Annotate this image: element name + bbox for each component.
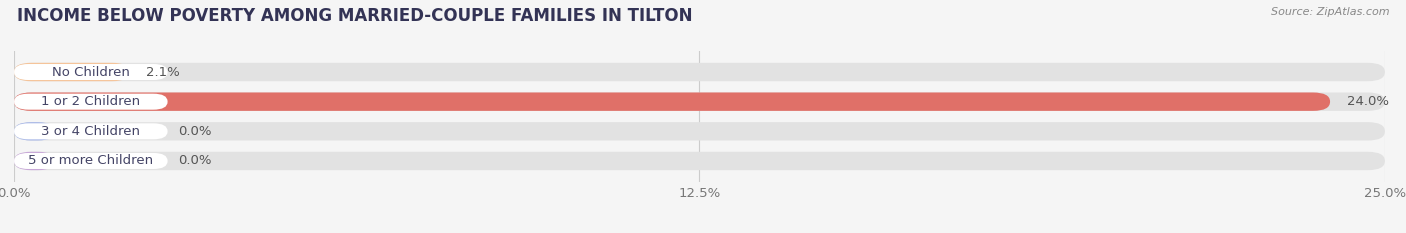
FancyBboxPatch shape bbox=[14, 93, 1330, 111]
Text: Source: ZipAtlas.com: Source: ZipAtlas.com bbox=[1271, 7, 1389, 17]
FancyBboxPatch shape bbox=[14, 153, 167, 169]
FancyBboxPatch shape bbox=[14, 64, 167, 80]
Text: INCOME BELOW POVERTY AMONG MARRIED-COUPLE FAMILIES IN TILTON: INCOME BELOW POVERTY AMONG MARRIED-COUPL… bbox=[17, 7, 692, 25]
Text: 24.0%: 24.0% bbox=[1347, 95, 1389, 108]
FancyBboxPatch shape bbox=[14, 63, 129, 81]
Text: 2.1%: 2.1% bbox=[146, 65, 180, 79]
FancyBboxPatch shape bbox=[14, 93, 1385, 111]
Text: No Children: No Children bbox=[52, 65, 129, 79]
Text: 0.0%: 0.0% bbox=[179, 125, 212, 138]
FancyBboxPatch shape bbox=[14, 152, 1385, 170]
Text: 3 or 4 Children: 3 or 4 Children bbox=[41, 125, 141, 138]
FancyBboxPatch shape bbox=[14, 122, 1385, 140]
Text: 1 or 2 Children: 1 or 2 Children bbox=[41, 95, 141, 108]
Text: 0.0%: 0.0% bbox=[179, 154, 212, 168]
FancyBboxPatch shape bbox=[14, 94, 167, 110]
FancyBboxPatch shape bbox=[14, 63, 1385, 81]
FancyBboxPatch shape bbox=[14, 123, 167, 139]
Text: 5 or more Children: 5 or more Children bbox=[28, 154, 153, 168]
FancyBboxPatch shape bbox=[14, 122, 55, 140]
FancyBboxPatch shape bbox=[14, 152, 55, 170]
